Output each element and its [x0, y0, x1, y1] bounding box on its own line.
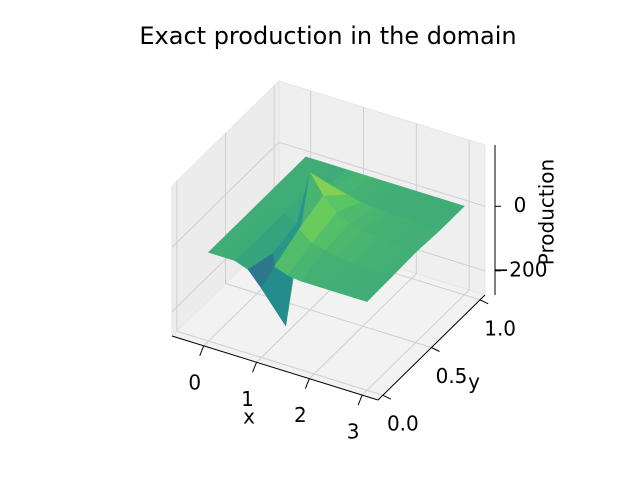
tick-mark [199, 345, 205, 357]
x-tick-label: 0 [188, 370, 201, 394]
x-tick-label: 2 [294, 403, 307, 427]
y-tick-label: 0.5 [436, 364, 468, 388]
tick-mark [431, 347, 440, 352]
tick-mark [382, 394, 392, 400]
y-tick-label: 0.0 [387, 412, 419, 436]
z-tick-label: −200 [493, 257, 548, 281]
x-axis-line [171, 335, 379, 401]
tick-mark [479, 299, 489, 305]
axes: 0 1 2 3 0.0 0.5 1.0 −200 0 [171, 145, 548, 444]
x-axis-label: x [243, 405, 255, 429]
y-tick-label: 1.0 [484, 316, 516, 340]
grid-line [278, 141, 486, 207]
z-tick-label: 0 [514, 193, 527, 217]
z-axis-label: Production [535, 159, 559, 265]
surface-patch [353, 272, 392, 302]
surface [207, 156, 465, 327]
grid-line [171, 141, 280, 248]
grid-line [225, 283, 432, 348]
x-tick-label: 3 [347, 420, 360, 444]
x-tick-label: 1 [241, 387, 254, 411]
grid-line [176, 330, 384, 396]
tick-mark [304, 378, 310, 389]
y-axis-label: y [468, 370, 480, 394]
tick-mark [357, 394, 363, 406]
chart-title: Exact production in the domain [139, 22, 516, 50]
tick-mark [252, 362, 257, 373]
